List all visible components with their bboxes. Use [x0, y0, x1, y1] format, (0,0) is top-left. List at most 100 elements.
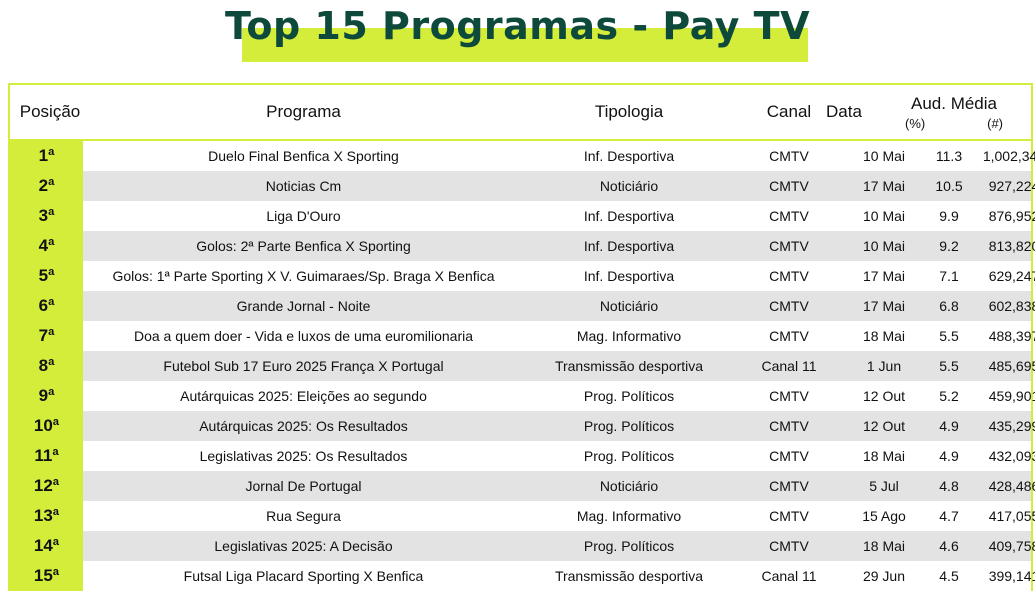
- row-data: Noticias Cm Noticiário CMTV 17 Mai 10.5 927,2…: [83, 171, 1035, 201]
- table-row: 10ª Autárquicas 2025: Os Resultados Prog. …: [10, 411, 1035, 441]
- data-cell: 17 Mai: [862, 178, 906, 194]
- page-title: Top 15 Programas - Pay TV: [224, 4, 811, 48]
- data-cell: 12 Out: [862, 418, 906, 434]
- canal-cell: CMTV: [769, 208, 809, 224]
- aud-pct-cell: 9.9: [939, 208, 959, 224]
- table-row: 12ª Jornal De Portugal Noticiário CMTV 5 Jul…: [10, 471, 1035, 501]
- data-cell: 10 Mai: [862, 148, 906, 164]
- row-data: Futebol Sub 17 Euro 2025 França X Portug…: [83, 351, 1035, 381]
- programa-cell: Liga D'Ouro: [266, 208, 341, 224]
- programa-cell: Autárquicas 2025: Eleições ao segundo: [180, 388, 427, 404]
- table-row: 15ª Futsal Liga Placard Sporting X Benfic…: [10, 561, 1035, 591]
- row-data: Autárquicas 2025: Eleições ao segundo Pro…: [83, 381, 1035, 411]
- aud-pct-cell: 4.7: [939, 508, 959, 524]
- header-data: Data: [826, 102, 862, 121]
- aud-pct-cell: 7.1: [939, 268, 959, 284]
- position-cell: 8ª: [10, 351, 83, 381]
- aud-pct-cell: 5.5: [939, 358, 959, 374]
- ranking-table: Posição Programa Tipologia Canal Data Au…: [8, 83, 1035, 591]
- position-cell: 4ª: [10, 231, 83, 261]
- row-data: Golos: 2ª Parte Benfica X Sporting Inf. D…: [83, 231, 1035, 261]
- row-data: Autárquicas 2025: Os Resultados Prog. Pol…: [83, 411, 1035, 441]
- table-row: 6ª Grande Jornal - Noite Noticiário CMTV 17 …: [10, 291, 1035, 321]
- aud-num-cell: 488,397: [988, 328, 1035, 344]
- data-cell: 12 Out: [862, 388, 906, 404]
- aud-pct-cell: 6.8: [939, 298, 959, 314]
- header-pct: (%): [905, 115, 926, 131]
- position-cell: 11ª: [10, 441, 83, 471]
- aud-num-cell: 1,002,342: [982, 148, 1035, 164]
- tipologia-cell: Transmissão desportiva: [554, 358, 704, 374]
- row-data: Liga D'Ouro Inf. Desportiva CMTV 10 Mai 9.9 8…: [83, 201, 1035, 231]
- table-header: Posição Programa Tipologia Canal Data Au…: [10, 85, 1031, 141]
- programa-cell: Jornal De Portugal: [245, 478, 362, 494]
- tipologia-cell: Prog. Políticos: [583, 418, 675, 434]
- row-data: Grande Jornal - Noite Noticiário CMTV 17 Ma…: [83, 291, 1035, 321]
- aud-num-cell: 417,055: [988, 508, 1035, 524]
- position-cell: 15ª: [10, 561, 83, 591]
- row-data: Legislativas 2025: A Decisão Prog. Políti…: [83, 531, 1035, 561]
- position-cell: 9ª: [10, 381, 83, 411]
- canal-cell: CMTV: [769, 478, 809, 494]
- tipologia-cell: Noticiário: [599, 478, 659, 494]
- programa-cell: Futsal Liga Placard Sporting X Benfica: [183, 568, 424, 584]
- data-cell: 18 Mai: [862, 448, 906, 464]
- data-cell: 10 Mai: [862, 208, 906, 224]
- table-row: 13ª Rua Segura Mag. Informativo CMTV 15 Ago 4…: [10, 501, 1035, 531]
- row-data: Futsal Liga Placard Sporting X Benfica Tr…: [83, 561, 1035, 591]
- tipologia-cell: Prog. Políticos: [583, 538, 675, 554]
- data-cell: 5 Jul: [869, 478, 899, 494]
- aud-pct-cell: 9.2: [939, 238, 959, 254]
- tipologia-cell: Noticiário: [599, 298, 659, 314]
- header-aud-media-label: Aud. Média: [911, 93, 997, 113]
- canal-cell: CMTV: [769, 328, 809, 344]
- aud-pct-cell: 11.3: [935, 148, 963, 164]
- row-data: Golos: 1ª Parte Sporting X V. Guimaraes/…: [83, 261, 1035, 291]
- aud-pct-cell: 4.8: [939, 478, 959, 494]
- position-cell: 1ª: [10, 141, 83, 171]
- data-cell: 17 Mai: [862, 268, 906, 284]
- aud-pct-cell: 10.5: [935, 178, 963, 194]
- tipologia-cell: Transmissão desportiva: [554, 568, 704, 584]
- header-tipologia: Tipologia: [594, 102, 664, 121]
- tipologia-cell: Inf. Desportiva: [583, 268, 675, 284]
- data-cell: 18 Mai: [862, 328, 906, 344]
- canal-cell: CMTV: [769, 178, 809, 194]
- position-cell: 2ª: [10, 171, 83, 201]
- data-cell: 29 Jun: [862, 568, 906, 584]
- position-cell: 12ª: [10, 471, 83, 501]
- aud-num-cell: 602,838: [988, 298, 1035, 314]
- position-cell: 7ª: [10, 321, 83, 351]
- table-row: 7ª Doa a quem doer - Vida e luxos de uma …: [10, 321, 1035, 351]
- aud-pct-cell: 4.9: [939, 448, 959, 464]
- programa-cell: Golos: 1ª Parte Sporting X V. Guimaraes/…: [112, 268, 495, 284]
- canal-cell: CMTV: [769, 238, 809, 254]
- canal-cell: Canal 11: [761, 568, 817, 584]
- tipologia-cell: Noticiário: [599, 178, 659, 194]
- aud-num-cell: 399,141: [988, 568, 1035, 584]
- row-data: Jornal De Portugal Noticiário CMTV 5 Jul 4.8…: [83, 471, 1035, 501]
- header-num: (#): [987, 115, 1003, 131]
- title-highlight: [242, 28, 808, 62]
- aud-pct-cell: 5.5: [939, 328, 959, 344]
- table-row: 3ª Liga D'Ouro Inf. Desportiva CMTV 10 Mai 9.…: [10, 201, 1035, 231]
- canal-cell: CMTV: [769, 448, 809, 464]
- canal-cell: CMTV: [769, 268, 809, 284]
- programa-cell: Doa a quem doer - Vida e luxos de uma eu…: [133, 328, 474, 344]
- position-cell: 10ª: [10, 411, 83, 441]
- data-cell: 10 Mai: [862, 238, 906, 254]
- canal-cell: CMTV: [769, 298, 809, 314]
- header-programa: Programa: [266, 102, 341, 121]
- aud-num-cell: 813,820: [988, 238, 1035, 254]
- aud-num-cell: 459,901: [988, 388, 1035, 404]
- row-data: Legislativas 2025: Os Resultados Prog. Po…: [83, 441, 1035, 471]
- aud-num-cell: 927,224: [988, 178, 1035, 194]
- aud-num-cell: 428,486: [988, 478, 1035, 494]
- canal-cell: CMTV: [769, 388, 809, 404]
- canal-cell: CMTV: [769, 538, 809, 554]
- table-body: 1ª Duelo Final Benfica X Sporting Inf. Des…: [10, 141, 1035, 591]
- aud-num-cell: 409,758: [988, 538, 1035, 554]
- tipologia-cell: Inf. Desportiva: [583, 238, 675, 254]
- aud-num-cell: 876,952: [988, 208, 1035, 224]
- position-cell: 13ª: [10, 501, 83, 531]
